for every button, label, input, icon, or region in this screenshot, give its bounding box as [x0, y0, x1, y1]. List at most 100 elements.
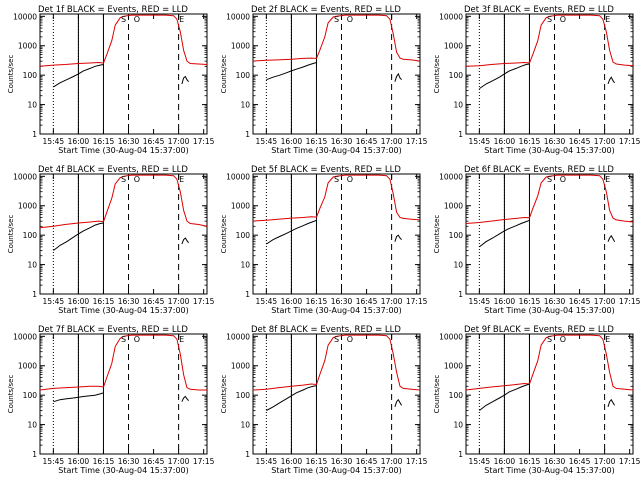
y-axis-label: Counts/sec	[220, 215, 228, 254]
x-tick-label: 17:00	[594, 137, 616, 146]
marker-label: E	[179, 15, 184, 24]
panel-title: Det 6f BLACK = Events, RED = LLD	[464, 165, 614, 175]
marker-label: O	[560, 175, 566, 184]
x-axis-label: Start Time (30-Aug-04 15:37:00)	[484, 306, 615, 315]
plot-frame	[465, 333, 634, 455]
lld-series-line	[465, 14, 634, 67]
x-tick-label: 16:45	[356, 297, 378, 306]
lld-series-line	[39, 334, 207, 391]
y-tick-label: 100	[449, 231, 464, 240]
x-tick-label: 15:45	[256, 457, 278, 466]
y-tick-label: 1	[32, 290, 37, 299]
x-tick-label: 16:45	[356, 457, 378, 466]
x-tick-label: 16:15	[306, 297, 328, 306]
x-tick-label: 15:45	[43, 137, 65, 146]
lld-series-line	[465, 334, 634, 391]
x-tick-label: 16:45	[143, 137, 165, 146]
y-tick-label: 10000	[13, 12, 37, 21]
marker-label: S	[121, 175, 126, 184]
plot-frame	[252, 173, 421, 295]
events-series-line	[266, 385, 317, 411]
x-tick-label: 15:45	[469, 457, 491, 466]
marker-label: S	[121, 335, 126, 344]
x-tick-label: 17:15	[406, 137, 428, 146]
events-series-line	[479, 63, 530, 90]
y-tick-label: 1	[245, 130, 250, 139]
lld-series-line	[252, 334, 421, 391]
x-tick-label: 17:15	[406, 297, 428, 306]
y-tick-label: 1	[245, 290, 250, 299]
events-series-line	[607, 76, 615, 85]
events-series-line	[607, 234, 616, 242]
marker-label: S	[547, 335, 552, 344]
x-tick-label: 17:00	[381, 297, 403, 306]
x-tick-label: 16:15	[93, 137, 115, 146]
panel-3: Det 3f BLACK = Events, RED = LLD 1 10 100 10…	[433, 5, 640, 155]
panel-title: Det 9f BLACK = Events, RED = LLD	[464, 325, 614, 335]
plot-frame	[465, 13, 634, 135]
y-tick-label: 10000	[13, 332, 37, 341]
x-tick-label: 17:00	[594, 457, 616, 466]
x-tick-label: 15:45	[256, 137, 278, 146]
x-tick-label: 15:45	[256, 297, 278, 306]
y-tick-label: 1000	[231, 42, 250, 51]
x-axis-label: Start Time (30-Aug-04 15:37:00)	[484, 466, 615, 475]
panel-7: Det 7f BLACK = Events, RED = LLD 1 10 100 10…	[7, 325, 215, 475]
events-series-line	[607, 398, 616, 408]
x-tick-label: 16:15	[519, 137, 541, 146]
y-tick-label: 10	[27, 101, 37, 110]
x-tick-label: 15:45	[469, 297, 491, 306]
x-tick-label: 16:45	[356, 137, 378, 146]
x-tick-label: 16:30	[118, 297, 140, 306]
y-tick-label: 1000	[18, 42, 37, 51]
events-series-line	[394, 234, 402, 242]
y-tick-label: 100	[23, 71, 38, 80]
x-tick-label: 16:30	[331, 297, 353, 306]
x-axis-label: Start Time (30-Aug-04 15:37:00)	[58, 146, 189, 155]
y-tick-label: 1	[245, 450, 250, 459]
x-tick-label: 15:45	[469, 137, 491, 146]
marker-label: O	[134, 175, 140, 184]
x-tick-label: 16:00	[68, 457, 90, 466]
x-tick-label: 15:45	[43, 297, 65, 306]
events-series-line	[394, 398, 403, 408]
plot-frame	[252, 13, 421, 135]
y-tick-label: 10	[240, 261, 250, 270]
panel-title: Det 7f BLACK = Events, RED = LLD	[38, 325, 188, 335]
y-tick-label: 1000	[444, 202, 463, 211]
panel-title: Det 3f BLACK = Events, RED = LLD	[464, 5, 614, 15]
x-tick-label: 16:00	[494, 137, 516, 146]
x-tick-label: 16:45	[569, 457, 591, 466]
plot-frame	[39, 13, 208, 135]
x-tick-label: 16:15	[519, 297, 541, 306]
x-tick-label: 17:15	[193, 137, 215, 146]
plot-frame	[39, 173, 208, 295]
y-tick-label: 10000	[439, 172, 463, 181]
x-tick-label: 16:45	[143, 297, 165, 306]
y-axis-label: Counts/sec	[220, 55, 228, 94]
y-tick-label: 1000	[231, 202, 250, 211]
x-tick-label: 16:15	[93, 297, 115, 306]
x-tick-label: 16:15	[93, 457, 115, 466]
events-series-line	[266, 219, 317, 245]
marker-label: S	[334, 335, 339, 344]
y-tick-label: 1	[458, 130, 463, 139]
panel-2: Det 2f BLACK = Events, RED = LLD 1 10 100 10…	[220, 5, 428, 155]
y-tick-label: 1	[32, 450, 37, 459]
y-axis-label: Counts/sec	[433, 215, 441, 254]
y-tick-label: 1000	[18, 362, 37, 371]
y-tick-label: 10000	[13, 172, 37, 181]
panel-title: Det 1f BLACK = Events, RED = LLD	[38, 5, 188, 15]
x-tick-label: 16:30	[118, 457, 140, 466]
x-tick-label: 16:15	[519, 457, 541, 466]
marker-label: S	[547, 175, 552, 184]
y-tick-label: 1	[458, 290, 463, 299]
y-tick-label: 1	[458, 450, 463, 459]
events-series-line	[394, 72, 402, 82]
plot-frame	[39, 333, 208, 455]
x-tick-label: 16:30	[544, 137, 566, 146]
x-tick-label: 17:15	[193, 457, 215, 466]
x-tick-label: 17:00	[168, 297, 190, 306]
x-tick-label: 16:00	[68, 137, 90, 146]
panel-8: Det 8f BLACK = Events, RED = LLD 1 10 100 10…	[220, 325, 428, 475]
